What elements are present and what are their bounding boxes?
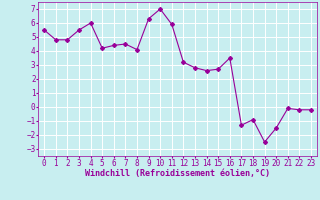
- X-axis label: Windchill (Refroidissement éolien,°C): Windchill (Refroidissement éolien,°C): [85, 169, 270, 178]
